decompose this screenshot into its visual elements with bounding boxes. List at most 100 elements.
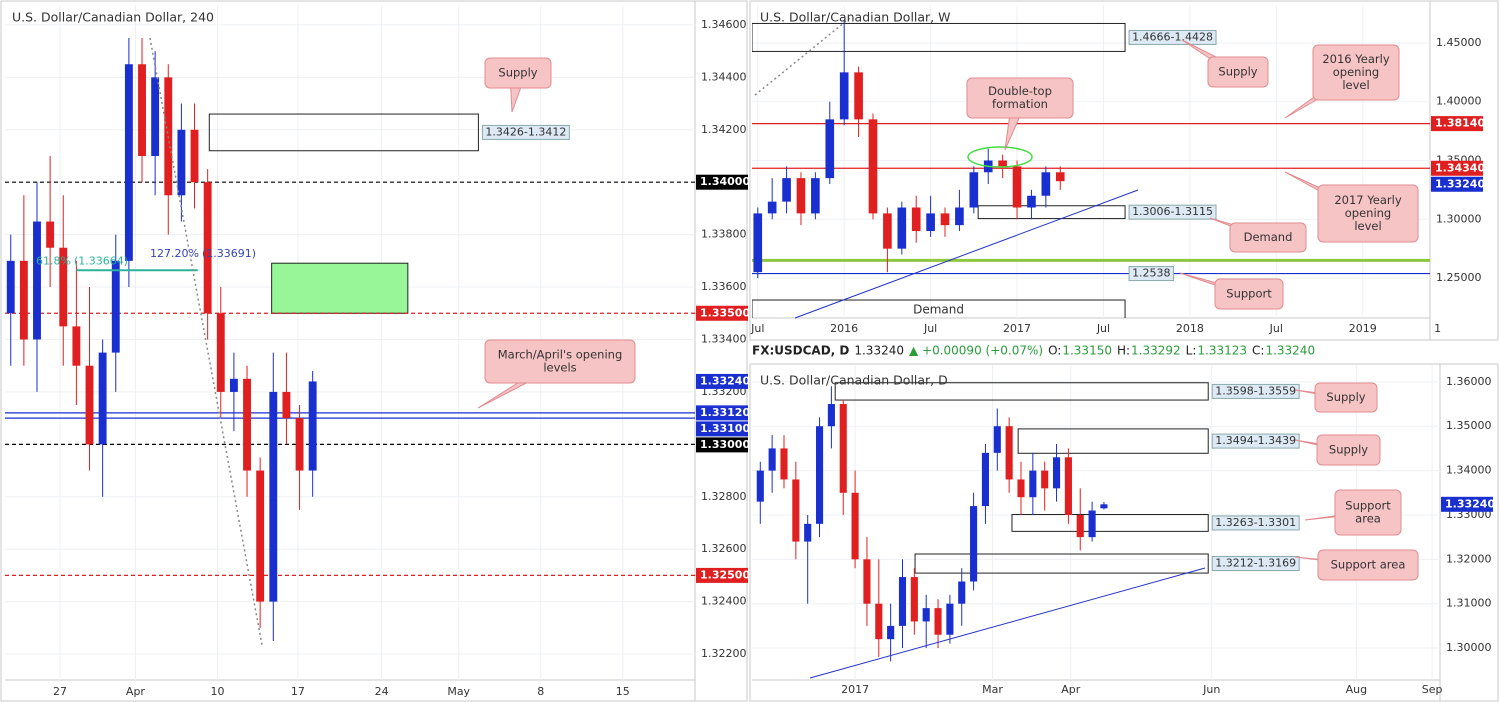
- candle-body: [151, 77, 160, 156]
- x-tick-label: 2018: [1176, 322, 1204, 335]
- y-tick-label: 1.45000: [1436, 36, 1482, 49]
- header-item: 1.33240: [854, 344, 904, 358]
- candle-body: [1017, 479, 1025, 498]
- y-tick-label: 1.40000: [1436, 95, 1482, 108]
- candle-body: [883, 213, 892, 249]
- price-label: 1.33100: [700, 422, 750, 435]
- x-tick-label: Sep: [1422, 683, 1443, 696]
- candle-body: [1012, 166, 1022, 208]
- header-item: H:: [1117, 344, 1130, 358]
- price-label: 1.33240: [1445, 497, 1495, 510]
- x-tick-label: Apr: [1061, 683, 1081, 696]
- candle-body: [827, 404, 835, 427]
- candle-body: [1055, 172, 1065, 182]
- chart-title: U.S. Dollar/Canadian Dollar, D: [760, 373, 948, 388]
- price-label: 1.33500: [700, 306, 750, 319]
- candle-body: [767, 201, 777, 214]
- y-tick-label: 1.33600: [701, 280, 747, 293]
- candle-body: [308, 381, 317, 471]
- candle-body: [216, 313, 225, 392]
- zone-label: 1.4666-1.4428: [1132, 30, 1213, 43]
- y-tick-label: 1.31000: [1446, 597, 1492, 610]
- level-label: 1.2538: [1132, 267, 1171, 280]
- header-item: C:: [1252, 344, 1264, 358]
- candle-body: [970, 506, 978, 582]
- candle-body: [1029, 470, 1037, 498]
- candle-body: [969, 172, 979, 208]
- candle-body: [898, 577, 907, 626]
- callout-text: level: [1354, 219, 1381, 233]
- candle-body: [85, 365, 94, 445]
- y-tick-label: 1.32800: [701, 490, 747, 503]
- callout-box: [966, 77, 1074, 119]
- candle-body: [177, 129, 186, 196]
- x-tick-label: 2016: [830, 322, 858, 335]
- x-tick-label: Jul: [923, 322, 937, 335]
- zone: [914, 553, 1209, 574]
- price-label: 1.33120: [700, 406, 750, 419]
- candle-body: [33, 221, 41, 340]
- x-tick-label: May: [447, 685, 470, 698]
- x-tick-label: Jul: [1269, 322, 1283, 335]
- x-tick-label: 1: [1434, 322, 1441, 335]
- candle-body: [887, 625, 895, 640]
- price-label-box: [1431, 176, 1483, 192]
- trend-line: [794, 189, 1139, 319]
- y-tick-label: 1.35000: [1446, 419, 1492, 432]
- candle-body: [768, 448, 776, 471]
- callout-box: [1229, 222, 1307, 253]
- header-item: 1.33292: [1131, 344, 1181, 358]
- callout-box: [1316, 434, 1381, 466]
- x-tick-label: 27: [53, 685, 67, 698]
- candle-body: [295, 418, 304, 471]
- callout-box: [1314, 382, 1378, 413]
- chart-daily: 1.360001.350001.340001.330001.320001.310…: [752, 344, 1495, 696]
- fib-label: 61.8%: [36, 254, 71, 267]
- callout-text: 2016 Yearly: [1322, 52, 1389, 66]
- candle-body: [229, 378, 238, 392]
- candle-body: [981, 452, 989, 507]
- price-label: 1.33240: [700, 374, 750, 387]
- candle-body: [1027, 195, 1036, 208]
- price-label-box: [696, 437, 748, 453]
- candle-body: [269, 391, 278, 602]
- zone: [1011, 514, 1209, 532]
- zone-label-box: [481, 124, 570, 140]
- price-label-box: [696, 567, 748, 583]
- callout-text: March/April's opening: [498, 348, 623, 362]
- chart-title: U.S. Dollar/Canadian Dollar, 240: [12, 10, 214, 25]
- x-tick-label: 8: [537, 685, 544, 698]
- x-tick-label: 15: [616, 685, 630, 698]
- x-tick-label: Mar: [982, 683, 1003, 696]
- candle-body: [946, 603, 954, 635]
- x-tick-label: Jul: [750, 322, 764, 335]
- price-label: 1.32500: [700, 568, 750, 581]
- candle-body: [998, 160, 1007, 167]
- zone: [271, 262, 409, 314]
- callout-text: formation: [992, 97, 1048, 111]
- zone-label: 1.3006-1.3115: [1132, 205, 1213, 218]
- callout-box: [484, 57, 552, 89]
- zone-label: 1.3426-1.3412: [485, 125, 566, 138]
- candle-body: [1088, 510, 1096, 538]
- callout-text: Supply: [1326, 390, 1365, 404]
- price-label: 1.34000: [700, 175, 750, 188]
- y-tick-label: 1.30000: [1436, 212, 1482, 225]
- callout-box: [1207, 56, 1269, 88]
- y-tick-label: 1.25000: [1436, 271, 1482, 284]
- callout-box: [1334, 489, 1402, 536]
- price-label: 1.33000: [700, 438, 750, 451]
- candle-body: [138, 64, 146, 156]
- candle-body: [940, 213, 950, 226]
- candle-body: [6, 260, 15, 314]
- y-tick-label: 1.33400: [701, 332, 747, 345]
- callout-text: level: [1342, 78, 1369, 92]
- price-label-box: [696, 405, 748, 421]
- candle-body: [854, 72, 863, 120]
- y-tick-label: 1.30000: [1446, 641, 1492, 654]
- callout-text: opening: [1333, 65, 1379, 79]
- zone-label-box: [1211, 383, 1300, 399]
- zone: [208, 113, 479, 152]
- candle-body: [72, 326, 81, 366]
- price-label: 1.34340: [1435, 161, 1485, 174]
